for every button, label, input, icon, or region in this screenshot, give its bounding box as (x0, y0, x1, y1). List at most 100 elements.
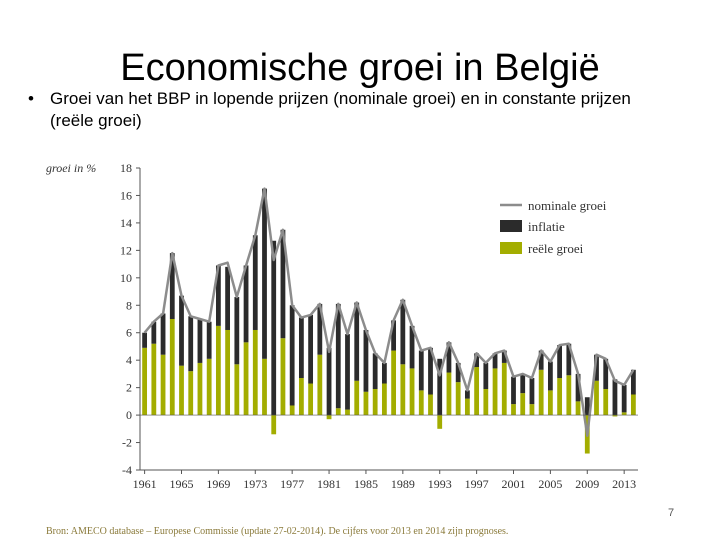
bar-inflatie-1966 (188, 316, 194, 372)
slide-title: Economische groei in België (120, 47, 600, 89)
bar-reele-groei-2014 (630, 394, 636, 416)
bar-inflatie-1962 (151, 321, 157, 344)
page-number: 7 (668, 507, 675, 519)
bar-inflatie-1963 (160, 313, 166, 355)
bar-reele-groei-1998 (483, 389, 489, 416)
bar-reele-groei-1965 (179, 365, 184, 416)
bar-reele-groei-2012 (612, 415, 618, 417)
bar-inflatie-1989 (400, 299, 406, 365)
source-note: Bron: AMECO database – Europese Commissi… (46, 526, 509, 537)
y-tick-label: 12 (120, 243, 132, 257)
bar-reele-groei-1999 (492, 368, 498, 416)
y-tick-label: -2 (122, 436, 132, 450)
bar-inflatie-1983 (345, 334, 350, 410)
bar-reele-groei-2004 (538, 369, 544, 416)
bar-reele-groei-1973 (252, 329, 258, 416)
bar-reele-groei-1970 (225, 329, 231, 416)
bar-inflatie-2000 (501, 350, 507, 363)
bar-inflatie-1998 (483, 362, 489, 390)
bar-reele-groei-2003 (529, 404, 535, 416)
bar-reele-groei-1991 (418, 390, 424, 416)
growth-chart: -4 -2 0 2 4 6 8 10 12 14 16 18 1961 1965 1969 1973 1977 1… (46, 161, 638, 491)
bar-reele-groei-1972 (243, 342, 249, 416)
bar-reele-groei-1993 (437, 415, 443, 429)
x-tick-label: 2009 (575, 477, 599, 491)
bar-reele-groei-1987 (381, 383, 387, 416)
bar-reele-groei-2001 (511, 404, 516, 416)
legend-swatch-real (500, 242, 522, 254)
y-axis-label: groei in % (46, 161, 96, 175)
bar-inflatie-1993 (437, 358, 443, 416)
bar-inflatie-1965 (179, 295, 184, 366)
bar-reele-groei-1983 (345, 409, 350, 416)
bar-reele-groei-2000 (501, 362, 507, 416)
y-tick-label: 4 (126, 353, 132, 367)
bullet-point: • Groei van het BBP in lopende prijzen (… (28, 88, 668, 132)
legend-label-inflation: inflatie (528, 219, 565, 234)
bar-marks (142, 188, 636, 454)
bar-inflatie-2007 (566, 343, 572, 376)
x-tick-label: 1989 (391, 477, 415, 491)
bar-inflatie-1973 (252, 235, 258, 330)
y-tick-label: 6 (126, 326, 132, 340)
bar-inflatie-2011 (603, 358, 609, 390)
bar-reele-groei-1963 (160, 354, 166, 416)
bar-inflatie-2013 (621, 384, 627, 413)
bar-inflatie-1988 (391, 320, 397, 351)
bar-inflatie-1971 (234, 297, 240, 365)
bar-inflatie-1997 (474, 353, 480, 368)
bar-reele-groei-1975 (271, 415, 277, 435)
bar-inflatie-1967 (197, 319, 203, 363)
bar-reele-groei-1984 (354, 380, 360, 416)
nominal-line-layer (143, 187, 635, 437)
bar-inflatie-2009 (584, 397, 590, 416)
bar-inflatie-2014 (630, 369, 636, 395)
bar-inflatie-1972 (243, 265, 249, 343)
bar-reele-groei-2007 (566, 375, 572, 416)
bar-reele-groei-1997 (474, 367, 480, 416)
bar-inflatie-2012 (612, 379, 618, 416)
bar-inflatie-1961 (142, 332, 148, 348)
bar-reele-groei-2011 (603, 389, 609, 416)
y-tick-label: 2 (126, 381, 132, 395)
legend-label-real: reële groei (528, 241, 584, 256)
bar-reele-groei-1988 (391, 350, 397, 416)
bar-inflatie-1990 (409, 325, 415, 369)
chart-legend: nominale groei inflatie reële groei (500, 198, 607, 256)
chart-axes: -4 -2 0 2 4 6 8 10 12 14 16 18 1961 1965 1969 1973 1977 1… (120, 161, 638, 491)
x-tick-label: 1961 (133, 477, 157, 491)
bar-reele-groei-1974 (262, 358, 267, 416)
bar-reele-groei-1976 (280, 338, 286, 416)
bar-reele-groei-1977 (289, 405, 295, 416)
x-tick-label: 1969 (206, 477, 230, 491)
bar-inflatie-2010 (594, 354, 599, 381)
bar-reele-groei-1989 (400, 364, 406, 416)
bar-reele-groei-1981 (326, 415, 332, 420)
bar-inflatie-1999 (492, 353, 498, 369)
bar-reele-groei-1986 (372, 389, 378, 416)
bar-inflatie-1996 (464, 390, 470, 399)
bar-inflatie-1979 (308, 314, 314, 384)
bar-inflatie-1984 (354, 302, 360, 381)
bar-inflatie-1964 (169, 253, 175, 319)
x-tick-label: 2001 (502, 477, 526, 491)
bar-inflatie-1987 (381, 362, 387, 384)
bar-inflatie-1978 (298, 317, 304, 379)
bar-inflatie-1995 (455, 362, 461, 383)
bar-reele-groei-1961 (142, 347, 148, 416)
bar-inflatie-1982 (335, 303, 341, 409)
bar-inflatie-1994 (446, 342, 452, 373)
bar-inflatie-2003 (529, 378, 535, 405)
bar-inflatie-2001 (511, 376, 516, 405)
legend-swatch-inflation (500, 220, 522, 232)
bar-inflatie-1976 (280, 229, 286, 339)
bar-reele-groei-1990 (409, 368, 415, 416)
legend-label-nominal: nominale groei (528, 198, 607, 213)
bar-reele-groei-1966 (188, 371, 194, 416)
bar-reele-groei-2013 (621, 412, 627, 416)
x-tick-label: 2013 (612, 477, 636, 491)
bar-reele-groei-2010 (594, 380, 599, 416)
bar-inflatie-1975 (271, 240, 277, 416)
bar-reele-groei-1996 (464, 398, 470, 416)
bar-reele-groei-1979 (308, 383, 314, 416)
